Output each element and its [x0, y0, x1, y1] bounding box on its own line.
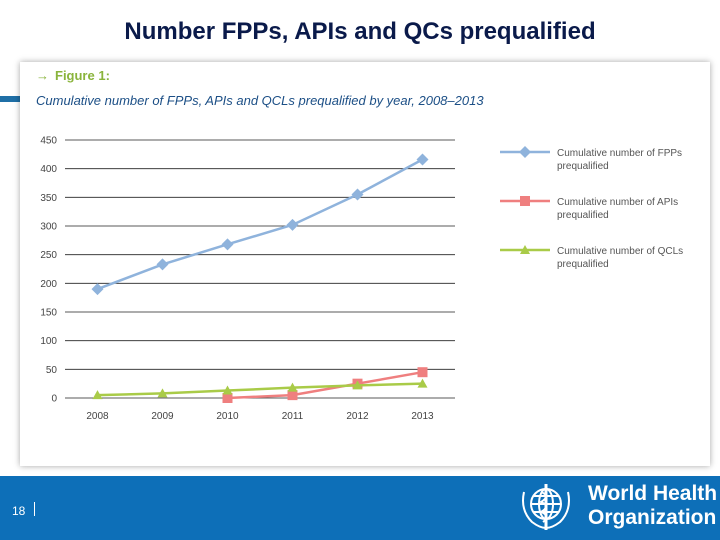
organization-name-line1: World Health	[588, 482, 718, 505]
data-point-fpps	[416, 153, 429, 166]
data-point-fpps	[286, 218, 299, 231]
y-tick-label: 400	[40, 164, 57, 175]
y-tick-label: 350	[40, 193, 57, 204]
legend-label-apis: prequalified	[557, 210, 609, 221]
legend-label-fpps: prequalified	[557, 161, 609, 172]
y-tick-label: 250	[40, 250, 57, 261]
data-point-apis	[417, 367, 428, 378]
figure-label: → Figure 1:	[36, 68, 110, 83]
data-point-apis	[222, 393, 233, 403]
y-tick-label: 300	[40, 222, 57, 233]
data-point-fpps	[221, 238, 234, 251]
data-point-qcls	[352, 380, 363, 390]
slide-title: Number FPPs, APIs and QCs prequalified	[124, 18, 596, 45]
data-point-qcls	[92, 390, 103, 400]
data-point-fpps	[91, 283, 104, 296]
legend-marker-qcls	[520, 245, 530, 254]
legend-marker-fpps	[519, 146, 531, 158]
data-point-fpps	[156, 258, 169, 271]
series-line-apis	[227, 370, 423, 400]
footer-bar	[0, 476, 720, 540]
x-tick-label: 2013	[411, 411, 434, 422]
organization-name-line2: Organization	[588, 506, 717, 529]
legend-label-fpps: Cumulative number of FPPs	[557, 148, 682, 159]
data-point-apis	[287, 390, 298, 401]
y-tick-label: 50	[46, 365, 58, 376]
y-tick-label: 450	[40, 136, 57, 147]
figure-panel	[20, 62, 710, 466]
left-accent-bar	[0, 96, 26, 102]
figure-label-text: Figure 1:	[55, 68, 110, 83]
y-tick-label: 150	[40, 308, 57, 319]
y-tick-label: 200	[40, 279, 57, 290]
series-line-fpps	[97, 158, 424, 291]
x-tick-label: 2010	[216, 411, 239, 422]
y-tick-label: 0	[51, 394, 57, 405]
organization-name: World Health Organization	[588, 482, 717, 530]
data-point-fpps	[351, 188, 364, 201]
legend-label-qcls: Cumulative number of QCLs	[557, 246, 683, 257]
legend-label-qcls: prequalified	[557, 259, 609, 270]
who-emblem-icon	[522, 484, 570, 530]
series-line-qcls	[97, 382, 423, 397]
data-point-qcls	[157, 388, 168, 398]
legend-label-apis: Cumulative number of APIs	[557, 197, 678, 208]
x-tick-label: 2011	[282, 411, 304, 422]
data-point-qcls	[222, 385, 233, 395]
legend-marker-apis	[520, 196, 530, 206]
arrow-icon: →	[36, 68, 49, 83]
page-number: 18	[12, 504, 26, 518]
data-point-qcls	[417, 378, 428, 388]
figure-caption: Cumulative number of FPPs, APIs and QCLs…	[36, 93, 484, 108]
x-tick-label: 2008	[86, 411, 109, 422]
y-tick-label: 100	[40, 336, 57, 347]
data-point-qcls	[287, 382, 298, 392]
x-tick-label: 2012	[346, 411, 369, 422]
page-number-divider	[34, 502, 35, 516]
x-tick-label: 2009	[151, 411, 174, 422]
